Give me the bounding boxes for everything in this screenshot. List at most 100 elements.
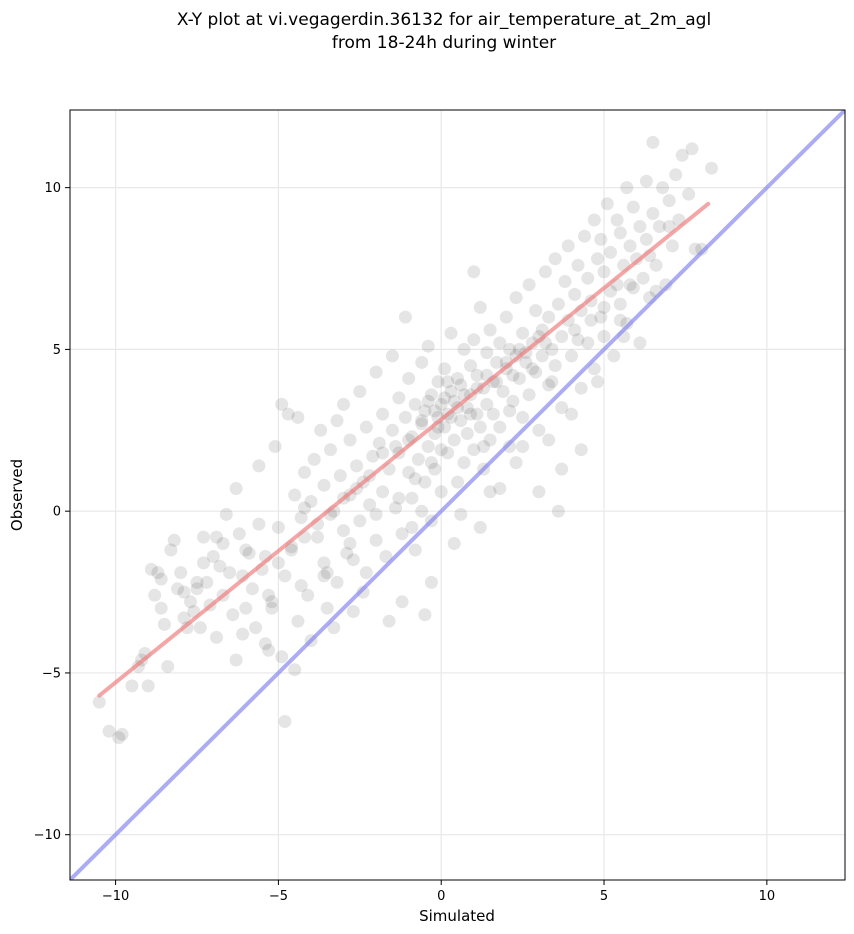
data-point bbox=[509, 456, 523, 470]
data-point bbox=[493, 482, 507, 495]
data-point bbox=[125, 679, 139, 693]
regression-line bbox=[97, 201, 711, 698]
data-point bbox=[705, 161, 718, 175]
data-point bbox=[379, 550, 393, 563]
data-point bbox=[451, 475, 464, 489]
data-point bbox=[258, 637, 272, 651]
data-point bbox=[538, 265, 552, 279]
data-point bbox=[633, 336, 647, 350]
data-point bbox=[548, 359, 562, 373]
data-point bbox=[480, 397, 494, 411]
data-point bbox=[210, 530, 223, 544]
data-point bbox=[278, 569, 292, 583]
data-point bbox=[239, 601, 253, 615]
data-point bbox=[477, 440, 491, 453]
data-point bbox=[535, 349, 549, 363]
data-point bbox=[470, 368, 484, 382]
data-point bbox=[486, 407, 500, 421]
data-point bbox=[337, 397, 350, 411]
data-point bbox=[197, 530, 210, 544]
y-tick-label: 0 bbox=[53, 505, 61, 520]
data-point bbox=[402, 372, 416, 385]
y-axis-ticks: −10 −5 0 5 10 bbox=[34, 181, 70, 843]
chart-title-line-2: from 18-24h during winter bbox=[332, 33, 556, 53]
data-point bbox=[587, 213, 601, 227]
data-point bbox=[512, 372, 526, 385]
data-point bbox=[333, 469, 347, 483]
data-point bbox=[506, 394, 520, 408]
data-point bbox=[529, 304, 543, 318]
data-point bbox=[444, 326, 458, 340]
data-point bbox=[242, 546, 256, 560]
data-point bbox=[151, 566, 165, 580]
data-point bbox=[229, 482, 243, 495]
data-point bbox=[288, 663, 302, 677]
data-point bbox=[639, 232, 653, 246]
data-point bbox=[418, 404, 432, 418]
data-point bbox=[490, 355, 504, 369]
data-point bbox=[148, 588, 162, 602]
data-point bbox=[480, 346, 494, 360]
data-point bbox=[236, 627, 250, 641]
data-point bbox=[483, 485, 497, 499]
data-point bbox=[428, 462, 442, 476]
data-point bbox=[424, 388, 438, 402]
data-point bbox=[382, 614, 396, 628]
data-point bbox=[395, 527, 409, 541]
data-point bbox=[415, 355, 429, 369]
data-point bbox=[473, 300, 487, 314]
data-point bbox=[229, 653, 243, 667]
data-point bbox=[184, 595, 197, 609]
data-point bbox=[649, 258, 663, 272]
data-point bbox=[646, 207, 660, 220]
data-point bbox=[499, 310, 513, 324]
data-point bbox=[281, 407, 295, 421]
data-point bbox=[424, 456, 438, 470]
data-point bbox=[441, 446, 455, 460]
data-point bbox=[545, 342, 559, 356]
y-axis-label: Observed bbox=[8, 459, 26, 531]
data-point bbox=[421, 394, 435, 408]
reference-lines bbox=[70, 110, 845, 880]
x-tick-label: 10 bbox=[759, 889, 776, 904]
data-point bbox=[408, 543, 422, 557]
data-point bbox=[473, 520, 487, 534]
data-point bbox=[395, 595, 409, 609]
data-point bbox=[171, 582, 184, 596]
data-point bbox=[408, 472, 422, 486]
data-point bbox=[288, 488, 302, 502]
data-point bbox=[447, 537, 461, 550]
data-point bbox=[675, 148, 689, 162]
data-point bbox=[366, 449, 380, 463]
data-point bbox=[398, 310, 412, 324]
data-point bbox=[591, 375, 604, 389]
data-point bbox=[324, 443, 337, 457]
data-point bbox=[457, 342, 471, 356]
x-axis-label: Simulated bbox=[419, 907, 495, 925]
data-point bbox=[320, 566, 334, 580]
data-point bbox=[597, 300, 611, 314]
data-point bbox=[610, 213, 624, 227]
data-point bbox=[320, 601, 334, 615]
x-tick-label: 5 bbox=[600, 889, 608, 904]
data-point bbox=[343, 537, 357, 550]
data-point bbox=[516, 410, 530, 424]
data-point bbox=[271, 520, 285, 534]
data-point bbox=[307, 452, 321, 466]
data-point bbox=[597, 330, 611, 343]
data-point bbox=[503, 342, 517, 356]
data-point bbox=[330, 414, 344, 428]
data-point bbox=[434, 443, 448, 457]
data-point bbox=[558, 275, 572, 288]
data-point bbox=[421, 339, 435, 353]
data-point bbox=[464, 359, 477, 373]
data-point bbox=[298, 465, 311, 479]
data-point bbox=[568, 287, 582, 301]
data-point bbox=[568, 323, 582, 337]
data-point bbox=[141, 679, 155, 693]
data-point bbox=[656, 181, 670, 195]
data-point bbox=[301, 588, 315, 602]
data-point bbox=[444, 385, 458, 398]
data-point bbox=[607, 349, 621, 363]
